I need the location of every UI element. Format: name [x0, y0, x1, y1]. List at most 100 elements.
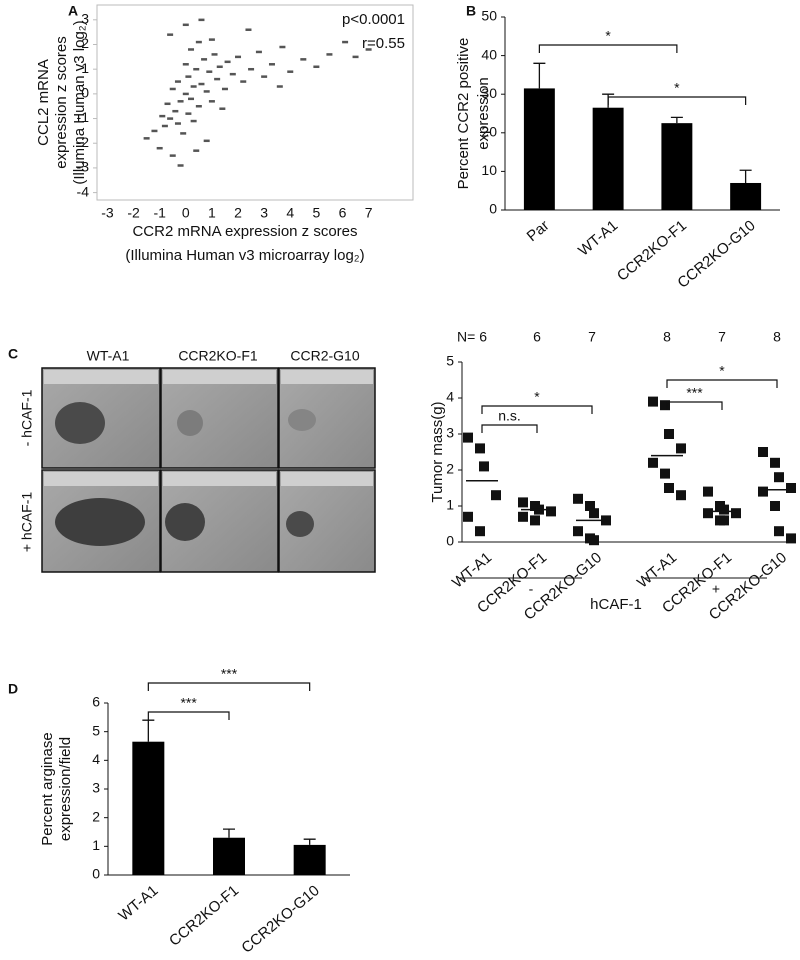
bar [661, 123, 693, 210]
y-tick-label: 4 [92, 751, 100, 767]
point [758, 486, 768, 497]
y-tick-label: 3 [446, 425, 454, 441]
x-axis-label: (Illumina Human v3 microarray log₂) [125, 247, 364, 264]
point [664, 429, 674, 439]
photo-row-label: + hCAF-1 [19, 492, 35, 553]
x-tick-label: -2 [127, 205, 140, 221]
significance-bracket [481, 424, 538, 433]
point [546, 506, 556, 517]
point [770, 501, 780, 511]
point [703, 486, 713, 497]
point [193, 67, 200, 71]
photo [278, 469, 376, 573]
point [235, 55, 242, 59]
n-label: 7 [588, 329, 596, 345]
x-tick-label: 7 [365, 205, 373, 221]
bar [132, 741, 165, 875]
point [206, 70, 213, 73]
y-axis-label: CCL2 mRNA [35, 59, 52, 146]
significance-label: *** [180, 695, 197, 711]
x-tick-label: 1 [208, 205, 216, 221]
point [193, 149, 200, 152]
point [211, 53, 218, 56]
photo-column-label: CCR2-G10 [290, 348, 359, 364]
point [185, 75, 192, 78]
y-tick-label: 2 [81, 35, 89, 51]
panel-letter: B [466, 3, 476, 19]
point [185, 112, 192, 115]
point [703, 508, 713, 519]
x-tick-label: 6 [339, 205, 347, 221]
y-tick-label: 40 [481, 46, 497, 62]
bar [293, 844, 326, 875]
significance-bracket [538, 44, 678, 53]
y-tick-label: 20 [481, 124, 497, 140]
point [219, 107, 226, 110]
point [774, 526, 784, 537]
ruler [163, 370, 276, 384]
photo-details [44, 370, 373, 546]
y-tick-label: 6 [92, 694, 100, 710]
point [589, 535, 599, 546]
x-tick-label: 3 [260, 205, 268, 221]
x-tick-label: -1 [153, 205, 166, 221]
significance-label: * [605, 28, 611, 44]
point [491, 490, 501, 501]
y-tick-label: -4 [77, 183, 90, 199]
point [589, 508, 599, 519]
x-tick-label: WT-A1 [575, 217, 621, 259]
y-tick-label: 1 [81, 60, 89, 76]
point [463, 432, 473, 443]
y-tick-label: 3 [81, 11, 89, 27]
x-tick-label: 2 [234, 205, 242, 221]
y-axis-label: expression/field [57, 737, 74, 841]
point [221, 87, 228, 91]
point [151, 129, 158, 133]
n-label: 8 [773, 329, 781, 345]
point [224, 60, 231, 64]
ruler [281, 472, 373, 486]
significance-bracket [666, 379, 778, 388]
point [169, 87, 176, 91]
significance-bracket [481, 405, 593, 414]
y-tick-label: 0 [92, 866, 100, 882]
y-tick-label: 5 [92, 722, 100, 738]
point [182, 92, 189, 96]
point [240, 80, 247, 83]
bar [213, 837, 245, 875]
n-label: 7 [718, 329, 726, 345]
x-axis-label: CCR2 mRNA expression z scores [132, 223, 357, 240]
point [585, 501, 595, 511]
point [198, 82, 205, 86]
error-bar [533, 62, 546, 89]
point [518, 497, 528, 508]
point [774, 472, 784, 483]
y-axis-label: Tumor mass(g) [429, 401, 446, 502]
point [180, 132, 187, 135]
significance-bracket [607, 96, 747, 105]
point [164, 102, 171, 106]
significance-label: *** [686, 385, 703, 401]
tumor [165, 503, 205, 541]
point [198, 18, 205, 22]
point [156, 146, 163, 150]
y-tick-label: 0 [489, 201, 497, 217]
point [660, 400, 670, 411]
tumor [55, 498, 145, 546]
point [159, 114, 166, 118]
significance-label: *** [221, 666, 238, 682]
point [648, 396, 658, 407]
panel-letter: C [8, 346, 18, 362]
y-tick-label: 5 [446, 353, 454, 369]
point [182, 23, 189, 27]
point [719, 504, 729, 515]
point [169, 154, 176, 157]
point [177, 100, 184, 103]
point [342, 40, 349, 44]
y-tick-label: 2 [92, 808, 100, 824]
y-tick-label: 50 [481, 8, 497, 24]
point [479, 461, 489, 472]
point [208, 38, 215, 41]
y-tick-label: 10 [481, 162, 497, 178]
y-tick-label: 3 [92, 780, 100, 796]
